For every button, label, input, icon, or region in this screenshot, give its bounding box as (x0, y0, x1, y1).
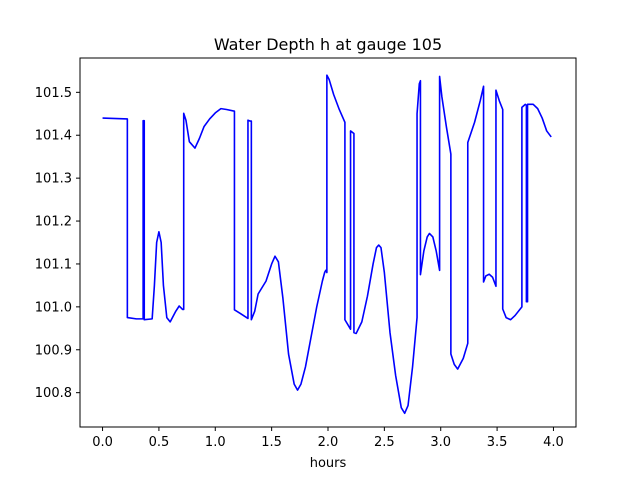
x-axis-label: hours (310, 456, 347, 471)
y-tick-label: 100.8 (35, 386, 72, 401)
y-tick-label: 101.4 (35, 129, 72, 144)
x-axis: 0.0 0.5 1.0 1.5 2.0 2.5 3.0 3.5 4.0 (92, 427, 564, 450)
y-tick-label: 100.9 (35, 343, 72, 358)
y-tick-label: 101.1 (35, 257, 72, 272)
series-line-0 (102, 74, 552, 415)
x-tick-label: 2.0 (318, 435, 339, 450)
x-tick-label: 3.0 (430, 435, 451, 450)
x-tick-label: 2.5 (374, 435, 395, 450)
x-tick-label: 0.0 (92, 435, 113, 450)
plot-area (102, 74, 552, 415)
plot-frame (79, 57, 577, 428)
chart-title: Water Depth h at gauge 105 (214, 35, 442, 54)
x-tick-label: 1.0 (205, 435, 226, 450)
y-tick-label: 101.0 (35, 300, 72, 315)
x-tick-label: 1.5 (261, 435, 282, 450)
x-tick-label: 3.5 (487, 435, 508, 450)
x-tick-label: 0.5 (149, 435, 170, 450)
y-tick-label: 101.3 (35, 172, 72, 187)
y-axis: 100.8 100.9 101.0 101.1 101.2 101.3 101.4 101.5 (35, 86, 80, 401)
y-tick-label: 101.5 (35, 86, 72, 101)
y-tick-label: 101.2 (35, 215, 72, 230)
x-tick-label: 4.0 (543, 435, 564, 450)
